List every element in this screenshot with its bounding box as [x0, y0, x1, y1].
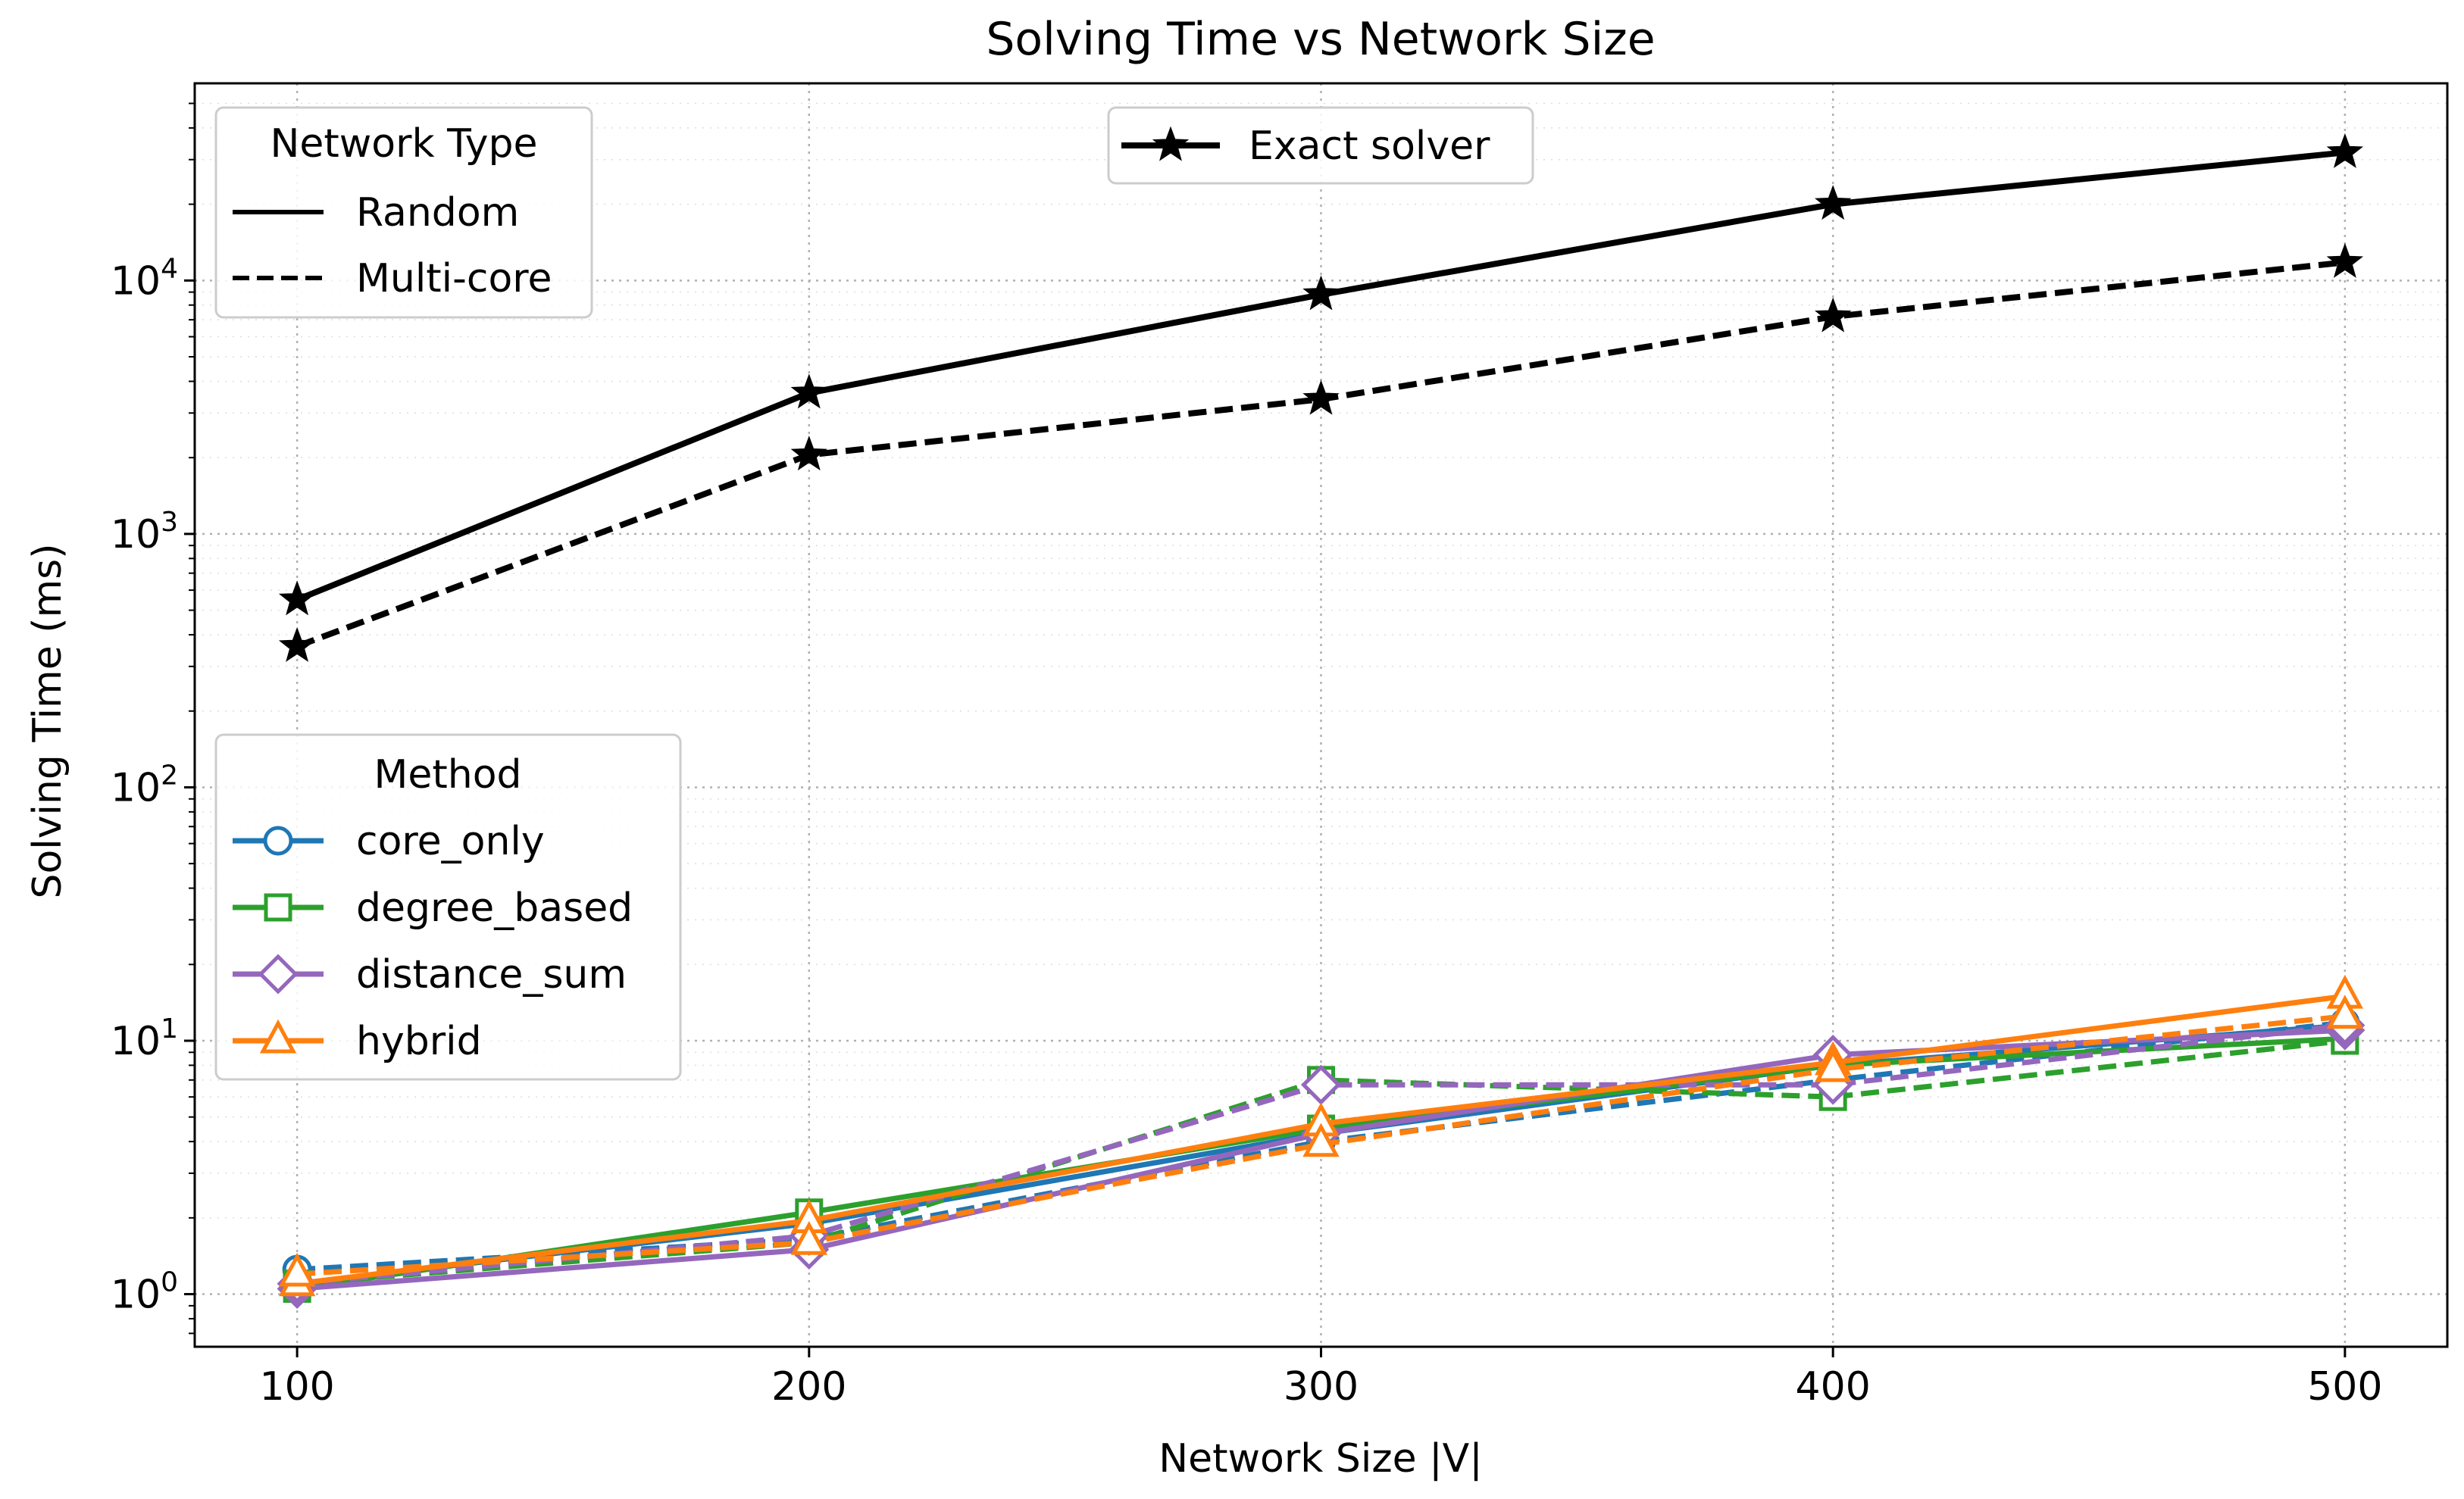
legend-method-title: Method	[374, 752, 521, 798]
legend-method-frame	[214, 733, 682, 1081]
legend-method: Method core_only degree_based distance_sum…	[214, 733, 682, 1081]
x-tick-label: 200	[771, 1364, 846, 1410]
data-point-exact-solver-random	[278, 580, 316, 616]
legend-core-only-marker-icon	[263, 826, 293, 856]
data-point-distance-sum-multi-core	[1300, 1064, 1342, 1105]
legend-network-type-random-label: Random	[356, 190, 519, 236]
series-hybrid-multi-core	[278, 995, 2364, 1287]
legend-network-type-title: Network Type	[270, 121, 537, 167]
legend-network-type: Network Type Random Multi-core	[214, 106, 593, 319]
legend-star-marker	[1152, 126, 1190, 161]
y-tick-label: 103	[111, 507, 178, 557]
legend-distance-sum-label: distance_sum	[356, 952, 627, 998]
legend-star-marker-icon	[1152, 126, 1190, 161]
data-point-exact-solver-random	[2326, 133, 2364, 168]
data-point-exact-solver-multi-core	[1815, 297, 1852, 333]
x-axis-label: Network Size |V|	[1159, 1436, 1483, 1482]
x-tick-label: 400	[1796, 1364, 1871, 1410]
x-tick-label: 100	[260, 1364, 335, 1410]
x-tick-label: 300	[1284, 1364, 1359, 1410]
y-tick-label: 101	[111, 1013, 178, 1064]
data-point-exact-solver-random	[790, 373, 827, 409]
y-tick-label: 104	[111, 253, 178, 304]
data-point-exact-solver-multi-core	[790, 436, 827, 471]
chart-title: Solving Time vs Network Size	[986, 13, 1655, 66]
legend-degree-based-marker-icon	[264, 893, 292, 922]
plot-series	[277, 133, 2366, 1309]
legend-hybrid-label: hybrid	[356, 1019, 482, 1064]
series-exact-solver-random	[278, 133, 2364, 616]
y-axis-label: Solving Time (ms)	[25, 543, 70, 898]
legend-solver-frame	[1107, 106, 1534, 185]
legend-degree-based-label: degree_based	[356, 885, 633, 931]
data-point-hybrid-multi-core	[2326, 995, 2364, 1029]
legend-distance-sum-marker-icon	[258, 954, 299, 995]
legend-solver: Exact solver	[1107, 106, 1534, 185]
x-axis-ticks: 100 200 300 400 500	[260, 1347, 2382, 1410]
data-point-exact-solver-multi-core	[1302, 379, 1340, 415]
data-point-exact-solver-random	[1302, 275, 1340, 311]
data-point-hybrid-multi-core	[1302, 1123, 1340, 1157]
legend-network-type-frame	[214, 106, 593, 319]
data-point-hybrid-multi-core	[1814, 1048, 1852, 1082]
legend-core-only-label: core_only	[356, 819, 545, 864]
data-point-exact-solver-random	[1815, 185, 1852, 220]
legend-exact-solver-label: Exact solver	[1249, 123, 1490, 169]
data-point-exact-solver-multi-core	[2326, 242, 2364, 278]
legend-hybrid-marker-icon	[259, 1019, 297, 1054]
series-exact-solver-multi-core	[278, 242, 2364, 662]
data-point-hybrid-multi-core	[790, 1220, 828, 1255]
data-point-exact-solver-multi-core	[278, 626, 316, 662]
y-tick-label: 100	[111, 1267, 178, 1318]
y-axis-ticks: 100 101 102 103 104	[111, 102, 195, 1335]
x-tick-label: 500	[2307, 1364, 2382, 1410]
y-tick-label: 102	[111, 760, 178, 810]
data-point-hybrid-multi-core	[278, 1252, 316, 1287]
legend-network-type-multicore-label: Multi-core	[356, 256, 552, 301]
